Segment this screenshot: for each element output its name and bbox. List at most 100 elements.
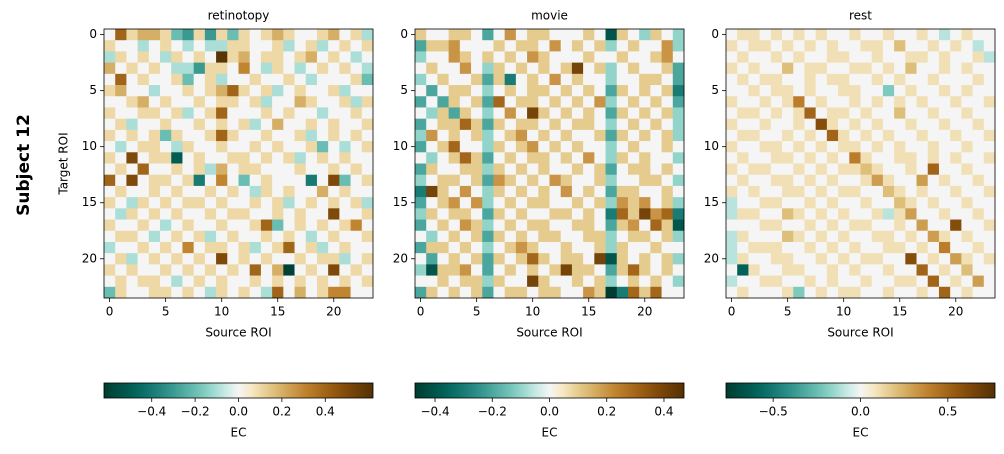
cell — [216, 40, 228, 52]
cell — [171, 197, 183, 209]
cell — [148, 286, 161, 299]
cell — [549, 253, 562, 265]
cell — [860, 185, 873, 198]
cell — [527, 219, 539, 232]
cell — [571, 96, 584, 108]
cell — [871, 174, 884, 187]
cell — [471, 62, 483, 75]
cell — [115, 185, 127, 198]
cell — [115, 51, 127, 63]
cell — [160, 219, 172, 232]
cell — [415, 51, 427, 63]
cell — [849, 62, 861, 75]
cell — [661, 163, 674, 176]
cell — [804, 62, 816, 75]
colorbar-tick-label: 0.5 — [938, 405, 957, 419]
cell — [882, 174, 895, 187]
cell — [950, 96, 962, 108]
cell — [272, 241, 284, 254]
cell — [938, 73, 951, 86]
cell — [639, 96, 651, 108]
cell — [227, 141, 239, 153]
cell — [316, 141, 329, 153]
cell — [616, 141, 629, 153]
cell — [972, 118, 985, 131]
cell — [627, 185, 640, 198]
cell — [748, 241, 760, 254]
cell — [350, 163, 363, 176]
cell — [493, 253, 505, 265]
cell — [260, 275, 273, 288]
cell — [605, 253, 618, 265]
cell — [938, 40, 951, 52]
cell — [471, 275, 483, 288]
cell — [583, 174, 595, 187]
colorbar-tick-label: −0.5 — [759, 405, 788, 419]
cell — [826, 141, 839, 153]
cell — [961, 197, 973, 209]
cell — [249, 152, 262, 164]
cell — [415, 107, 427, 119]
cell — [283, 40, 295, 52]
cell — [328, 40, 340, 52]
cell — [815, 62, 828, 75]
cell — [616, 253, 629, 265]
cell — [605, 174, 618, 187]
cell — [672, 62, 685, 75]
cell — [950, 129, 962, 142]
cell — [549, 96, 562, 108]
y-tick-label: 10 — [393, 139, 408, 153]
cell — [549, 107, 562, 119]
cell — [204, 163, 217, 176]
cell — [316, 197, 329, 209]
cell — [148, 185, 161, 198]
cell — [726, 51, 738, 63]
cell — [650, 96, 662, 108]
cell — [661, 230, 674, 243]
cell — [294, 208, 307, 220]
cell — [549, 241, 562, 254]
cell — [849, 264, 861, 276]
cell — [504, 174, 517, 187]
cell — [571, 185, 584, 198]
cell — [193, 96, 206, 108]
cell — [283, 107, 295, 119]
cell — [560, 40, 573, 52]
cell — [905, 275, 917, 288]
cell — [605, 73, 618, 86]
cell — [115, 208, 127, 220]
cell — [160, 241, 172, 254]
y-tick-label: 20 — [393, 251, 408, 265]
cell — [137, 73, 150, 86]
cell — [661, 286, 674, 299]
cell — [538, 85, 550, 97]
cell — [782, 185, 794, 198]
cell — [616, 129, 629, 142]
cell — [148, 129, 161, 142]
cell — [672, 29, 685, 41]
cell — [171, 185, 183, 198]
cell — [650, 275, 662, 288]
cell — [527, 129, 539, 142]
cell — [493, 51, 505, 63]
cell — [726, 185, 738, 198]
cell — [137, 29, 150, 41]
cell — [115, 118, 127, 131]
cell — [759, 264, 772, 276]
cell — [672, 85, 685, 97]
cell — [927, 73, 940, 86]
cell — [838, 241, 850, 254]
cell — [471, 29, 483, 41]
cell — [104, 286, 116, 299]
cell — [560, 219, 573, 232]
cell — [126, 62, 138, 75]
cell — [726, 197, 738, 209]
cell — [538, 152, 550, 164]
cell — [115, 85, 127, 97]
cell — [916, 96, 929, 108]
cell — [726, 163, 738, 176]
cell — [882, 241, 895, 254]
cell — [126, 141, 138, 153]
cell — [916, 197, 929, 209]
cell — [504, 141, 517, 153]
